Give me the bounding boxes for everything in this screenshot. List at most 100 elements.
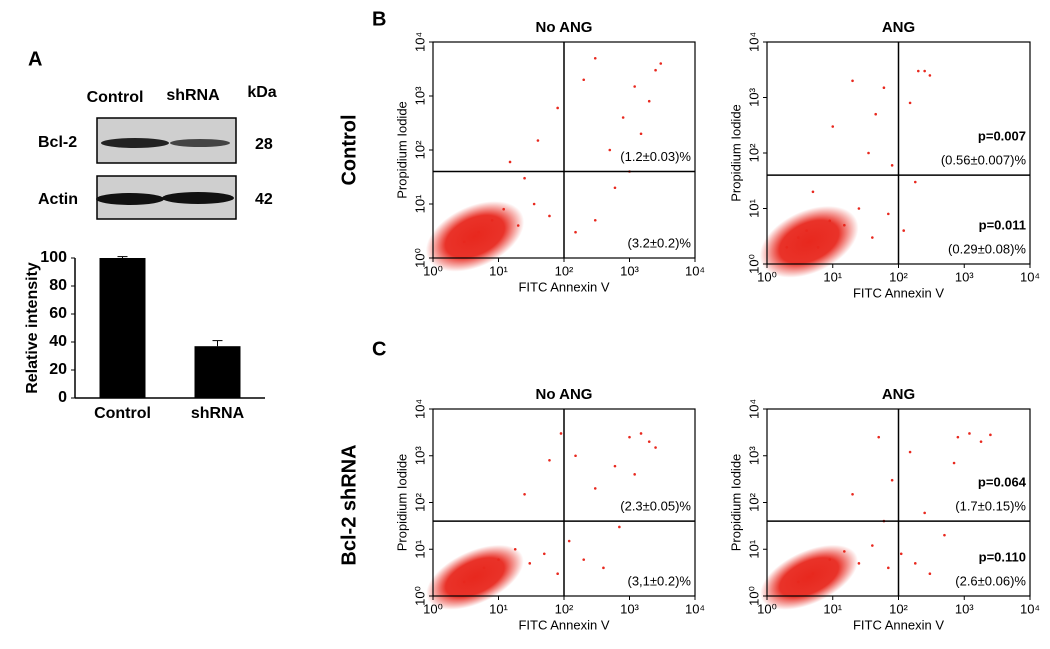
scatter-point	[582, 78, 586, 82]
x-axis-label: FITC Annexin V	[853, 617, 944, 632]
y-axis-label: Propidium Iodide	[394, 101, 409, 199]
scatter-point	[890, 478, 894, 482]
blot-size: 28	[255, 136, 273, 153]
scatter-point	[497, 558, 500, 561]
scatter-point	[811, 190, 815, 194]
x-tick-label: 10⁰	[423, 263, 443, 278]
scatter-point	[574, 454, 577, 458]
x-tick-label: 10⁰	[423, 601, 443, 616]
x-axis-label: FITC Annexin V	[518, 279, 609, 294]
scatter-point	[548, 458, 551, 462]
x-axis-label: FITC Annexin V	[518, 617, 609, 632]
scatter-point	[593, 56, 597, 60]
chart-title: No ANG	[536, 19, 593, 36]
scatter-point	[828, 219, 832, 223]
scatter-point	[482, 566, 486, 570]
annotation: (1.7±0.15)%	[955, 499, 1026, 514]
scatter-point	[857, 562, 861, 565]
y-tick-label: 10³	[746, 446, 761, 465]
scatter-point	[613, 186, 617, 190]
x-tick-label: 10³	[620, 601, 639, 616]
x-tick-label: 10¹	[823, 269, 842, 284]
annotation: (3,1±0.2)%	[628, 573, 692, 588]
blot-row-label: Bcl-2	[38, 134, 77, 151]
row-label: Control	[338, 114, 360, 185]
scatter-point	[913, 180, 917, 184]
scatter-point	[602, 566, 605, 570]
scatter-point	[559, 432, 563, 435]
scatter-point	[593, 487, 597, 490]
bar	[194, 346, 241, 398]
x-tick-label: 10¹	[489, 263, 508, 278]
scatter-point	[831, 125, 835, 128]
x-tick-label: 10¹	[823, 601, 842, 616]
y-tick-label: 10²	[746, 143, 761, 162]
annotation: p=0.011	[979, 217, 1026, 232]
x-tick-label: 10²	[555, 263, 574, 278]
chart-title: No ANG	[536, 386, 593, 403]
scatter-point	[574, 230, 577, 234]
x-tick-label: 10⁴	[1020, 269, 1040, 284]
y-tick-label: 10³	[746, 87, 761, 106]
y-tick-label: 10²	[412, 492, 427, 511]
y-axis-label: Relative intensity	[24, 262, 41, 394]
scatter-point	[968, 432, 971, 435]
scatter-point	[943, 533, 946, 537]
panel-label: B	[372, 8, 386, 30]
annotation: (2.6±0.06)%	[955, 573, 1026, 588]
panel-label: A	[28, 48, 42, 70]
y-tick-label: 10¹	[746, 539, 761, 558]
panel-label: C	[372, 338, 386, 360]
scatter-point	[659, 62, 663, 65]
x-tick-label: 10²	[555, 601, 574, 616]
scatter-point	[785, 245, 789, 249]
scatter-point	[887, 212, 890, 216]
scatter-point	[582, 558, 586, 561]
scatter-point	[542, 552, 546, 556]
scatter-point	[548, 214, 551, 218]
scatter-point	[843, 223, 846, 227]
y-tick-label: 10¹	[412, 539, 427, 558]
x-tick-label: 10⁰	[757, 269, 777, 284]
scatter-point	[843, 550, 846, 553]
scatter-point	[908, 450, 912, 454]
scatter-point	[979, 440, 983, 443]
scatter-point	[516, 224, 520, 227]
scatter-point	[523, 492, 526, 496]
density-cloud	[425, 201, 525, 272]
scatter-point	[877, 435, 881, 439]
scatter-point	[490, 218, 494, 222]
annotation: (3.2±0.2)%	[628, 235, 692, 250]
scatter-point	[874, 112, 877, 116]
scatter-point	[956, 435, 960, 439]
y-tick-label: 10⁴	[746, 399, 761, 419]
scatter-point	[871, 236, 874, 239]
x-tick-label: 10²	[889, 601, 908, 616]
scatter-point	[899, 552, 903, 556]
scatter-point	[851, 79, 854, 83]
x-tick-label: 10³	[955, 601, 974, 616]
scatter-point	[887, 566, 890, 570]
blot-band	[96, 193, 164, 205]
scatter-point	[902, 229, 906, 232]
scatter-point	[639, 132, 643, 136]
scatter-point	[528, 562, 532, 565]
y-tick-label: 10¹	[412, 194, 427, 213]
density-cloud	[759, 205, 859, 278]
scatter-point	[811, 572, 815, 575]
blot-row-label: Actin	[38, 191, 78, 208]
scatter-point	[928, 74, 932, 77]
scatter-point	[532, 202, 536, 206]
scatter-point	[613, 464, 617, 468]
scatter-point	[828, 558, 832, 561]
scatter-point	[618, 525, 621, 529]
scatter-point	[556, 106, 559, 110]
scatter-point	[851, 492, 854, 496]
scatter-point	[882, 86, 886, 90]
y-axis-label: Propidium Iodide	[728, 454, 743, 552]
scatter-point	[928, 572, 932, 575]
scatter-point	[989, 433, 992, 437]
bar	[99, 258, 146, 398]
scatter-point	[567, 539, 571, 543]
x-tick-label: Control	[94, 405, 151, 422]
